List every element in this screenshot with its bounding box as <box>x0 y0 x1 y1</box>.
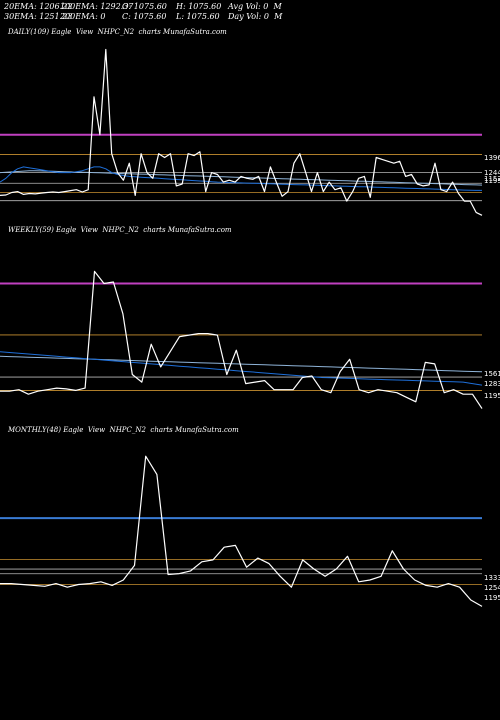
monthly-panel-title: MONTHLY(48) Eagle View NHPC_N2 charts Mu… <box>8 426 239 434</box>
series-price-2 <box>0 455 483 607</box>
ema100-label: 100EMA: 1292.37 <box>60 2 134 11</box>
tick-label-2-2: 1195 <box>484 594 500 602</box>
low-label: L: 1075.60 <box>176 12 220 21</box>
open-label: O: 1075.60 <box>122 2 167 11</box>
daily-panel-title: DAILY(109) Eagle View NHPC_N2 charts Mun… <box>8 28 227 36</box>
series-ema-blue-1 <box>0 351 483 386</box>
tick-label-0-1: 1244 <box>484 169 500 177</box>
avg-vol-label: Avg Vol: 0 M <box>228 2 282 11</box>
tick-label-1-0: 1561 <box>484 370 500 378</box>
ema30-label: 30EMA: 1251.23 <box>4 12 73 21</box>
tick-label-1-1: 1283 <box>484 380 500 388</box>
tick-label-2-0: 1333 <box>484 574 500 582</box>
weekly-panel-title: WEEKLY(59) Eagle View NHPC_N2 charts Mun… <box>8 226 232 234</box>
tick-label-0-3: 1152 <box>484 175 500 183</box>
tick-label-1-2: 1195 <box>484 392 500 400</box>
ema200-label: 200EMA: 0 <box>60 12 106 21</box>
series-price-0 <box>0 48 483 216</box>
tick-label-0-0: 1396 <box>484 154 500 162</box>
tick-label-2-1: 1254 <box>484 584 500 592</box>
series-ema-blue-0 <box>0 166 482 191</box>
high-label: H: 1075.60 <box>176 2 222 11</box>
ema20-label: 20EMA: 1206.22 <box>4 2 73 11</box>
tick-label-0-2: 1195 <box>484 177 500 185</box>
close-label: C: 1075.60 <box>122 12 167 21</box>
series-ema-light-0 <box>0 170 483 186</box>
day-vol-label: Day Vol: 0 M <box>228 12 283 21</box>
series-price-1 <box>0 270 483 409</box>
series-ema-light-1 <box>0 355 483 373</box>
